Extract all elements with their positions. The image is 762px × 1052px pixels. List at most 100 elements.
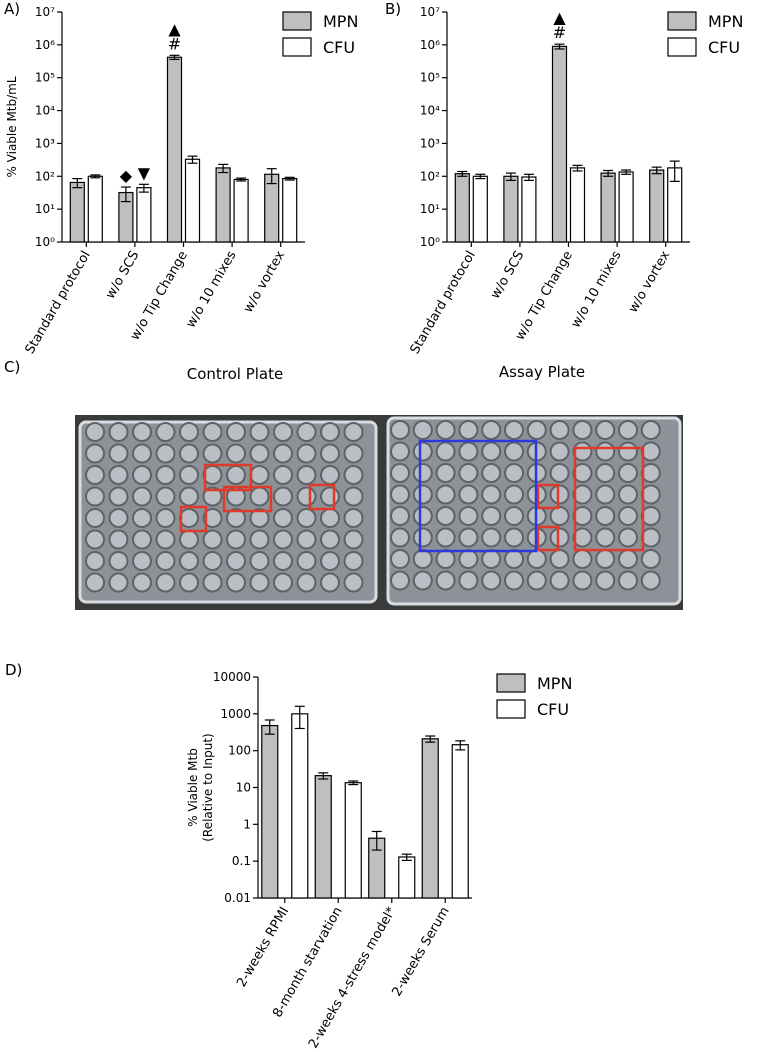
well (390, 549, 410, 569)
well (179, 443, 199, 464)
well (618, 420, 638, 440)
panel-label: B) (385, 0, 401, 18)
y-tick-label: 10⁰ (35, 235, 55, 249)
well (549, 441, 570, 462)
well (481, 463, 502, 483)
well (572, 463, 593, 483)
well (412, 506, 433, 526)
well (155, 508, 176, 528)
error-bar (505, 172, 516, 181)
well (526, 420, 547, 440)
well (481, 420, 502, 440)
legend-label: CFU (323, 38, 355, 57)
y-tick-label: 10³ (420, 136, 440, 150)
well (273, 422, 293, 442)
legend-swatch (667, 37, 697, 57)
y-tick-label: 10⁴ (35, 104, 55, 118)
well (179, 508, 199, 528)
well (108, 443, 129, 464)
well (179, 422, 199, 442)
well (481, 527, 502, 548)
well (273, 529, 293, 550)
well (202, 422, 223, 442)
well (132, 551, 152, 571)
well (412, 484, 433, 505)
x-tick-label: w/o vortex (241, 248, 288, 315)
y-tick-label: 10³ (35, 136, 55, 150)
well (458, 484, 479, 505)
well (343, 508, 364, 528)
annotation: # (168, 34, 181, 53)
well (549, 463, 570, 483)
well (296, 508, 317, 528)
well (155, 486, 176, 507)
well (226, 465, 246, 485)
well (618, 527, 638, 548)
well (458, 463, 479, 483)
well (549, 420, 570, 440)
well (85, 508, 105, 528)
legend-label: MPN (708, 12, 743, 31)
well (435, 549, 456, 569)
bar (87, 175, 103, 243)
well (618, 463, 638, 483)
annotation: ▼ (138, 163, 151, 182)
well (504, 570, 524, 591)
error-bar (318, 772, 329, 780)
red-box (536, 525, 560, 552)
error-bar (266, 168, 277, 185)
error-bar (294, 705, 305, 730)
bar (184, 158, 201, 243)
error-bar (621, 169, 632, 175)
bar (69, 181, 85, 243)
well (390, 420, 410, 440)
well (202, 508, 223, 528)
well (504, 463, 524, 483)
y-axis-title: % Viable Mtb/mL (5, 76, 19, 177)
well (435, 441, 456, 462)
y-tick-label: 100 (228, 744, 251, 758)
well (481, 441, 502, 462)
well (155, 529, 176, 550)
bar (569, 167, 586, 243)
well (595, 441, 616, 462)
bar (454, 173, 470, 243)
bar (215, 167, 231, 243)
well (296, 443, 317, 464)
well (504, 484, 524, 505)
well (526, 570, 547, 591)
x-tick-label: w/o vortex (626, 248, 673, 315)
well (226, 551, 246, 571)
error-bar (348, 780, 359, 786)
plate-title: Assay Plate (499, 363, 585, 381)
well (640, 506, 661, 526)
y-tick-label: 10⁵ (35, 71, 55, 85)
well (343, 486, 364, 507)
well (320, 508, 340, 528)
panel-label: A) (4, 0, 20, 18)
error-bar (138, 183, 149, 193)
red-box (308, 483, 336, 511)
well (296, 422, 317, 442)
well (618, 441, 638, 462)
well (320, 422, 340, 442)
x-tick-label: w/o 10 mixes (184, 248, 240, 330)
well (85, 465, 105, 485)
bar (233, 178, 249, 243)
well (572, 420, 593, 440)
legend-label: MPN (537, 674, 572, 693)
y-tick-label: 0.01 (224, 891, 251, 905)
legend-label: CFU (537, 700, 569, 719)
well (249, 443, 270, 464)
well (572, 527, 593, 548)
y-tick-label: 10⁶ (420, 38, 440, 52)
bar (261, 724, 279, 899)
well (202, 572, 223, 593)
error-bar (264, 719, 275, 735)
well (390, 441, 410, 462)
well (108, 508, 129, 528)
red-box (179, 505, 208, 533)
y-tick-label: 10² (35, 169, 55, 183)
well (296, 465, 317, 485)
well (155, 443, 176, 464)
